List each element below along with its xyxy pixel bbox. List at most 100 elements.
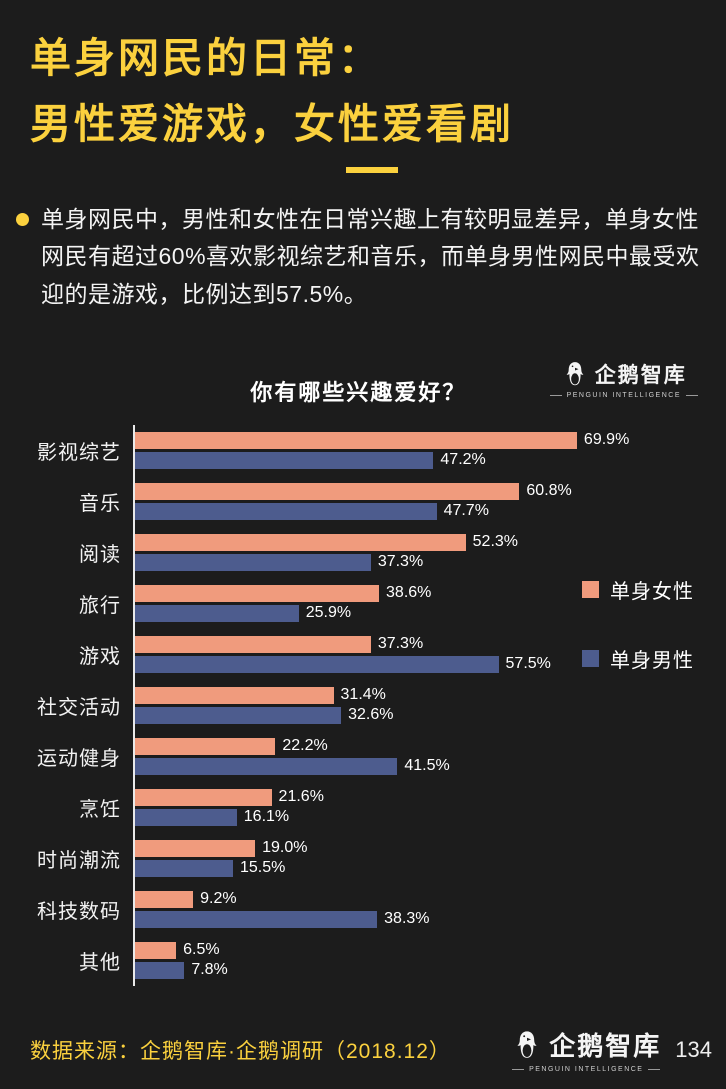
chart-row: 时尚潮流 19.0% 15.5% <box>30 832 704 884</box>
bar-female <box>135 890 194 908</box>
category-label: 社交活动 <box>37 696 121 719</box>
bar-group: 22.2% 41.5% <box>133 730 704 782</box>
bar-group: 6.5% 7.8% <box>133 934 704 986</box>
bar-male <box>135 910 378 928</box>
source-text: 数据来源：企鹅智库·企鹅调研（2018.12） <box>30 1039 451 1063</box>
bar-male <box>135 706 342 724</box>
bar-value-label: 31.4% <box>340 686 386 704</box>
bullet-icon <box>16 213 29 227</box>
bar-value-label: 60.8% <box>526 482 572 500</box>
bar-line: 38.6% <box>135 584 704 602</box>
bar-value-label: 38.3% <box>384 910 430 928</box>
bar-group: 52.3% 37.3% <box>133 526 704 578</box>
category-label: 旅行 <box>79 594 121 617</box>
bar-line: 57.5% <box>135 655 704 673</box>
category-label: 音乐 <box>79 492 121 515</box>
legend-label: 单身女性 <box>610 580 694 603</box>
category-label: 时尚潮流 <box>37 849 121 872</box>
chart-row: 音乐 60.8% 47.7% <box>30 475 704 527</box>
bar-value-label: 47.7% <box>443 502 489 520</box>
bar-value-label: 52.3% <box>472 533 519 551</box>
chart-legend: 单身女性 单身男性 <box>582 575 694 673</box>
bar-male <box>135 961 185 979</box>
bar-value-label: 25.9% <box>305 604 352 622</box>
chart-row: 游戏 37.3% 57.5% <box>30 628 704 680</box>
category-label: 运动健身 <box>37 747 121 770</box>
footer: 数据来源：企鹅智库·企鹅调研（2018.12） 企鹅智库 PENGUIN INT… <box>30 1026 712 1073</box>
bar-female <box>135 941 177 959</box>
bar-value-label: 38.6% <box>386 584 432 602</box>
legend-label: 单身男性 <box>610 649 694 672</box>
bar-line: 37.3% <box>135 635 704 653</box>
bar-line: 7.8% <box>135 961 704 979</box>
category-label: 影视综艺 <box>37 441 121 464</box>
bar-value-label: 21.6% <box>278 788 324 806</box>
bar-male <box>135 451 434 469</box>
bar-line: 69.9% <box>135 431 704 449</box>
chart-row: 阅读 52.3% 37.3% <box>30 526 704 578</box>
bar-line: 52.3% <box>135 533 704 551</box>
title-line-1: 单身网民的日常： <box>30 35 382 81</box>
bar-value-label: 37.3% <box>377 635 424 653</box>
brand-subtitle: PENGUIN INTELLIGENCE <box>550 392 698 399</box>
legend-swatch <box>582 580 599 598</box>
bar-line: 47.2% <box>135 451 704 469</box>
bar-line: 25.9% <box>135 604 704 622</box>
bar-line: 21.6% <box>135 788 704 806</box>
bar-value-label: 7.8% <box>191 961 228 979</box>
bar-value-label: 37.3% <box>377 553 424 571</box>
category-label: 科技数码 <box>37 900 121 923</box>
chart-header: 你有哪些兴趣爱好？ 企鹅智库 PENGUIN INTELLIGENCE <box>30 359 704 421</box>
chart-row: 科技数码 9.2% 38.3% <box>30 883 704 935</box>
bar-value-label: 19.0% <box>262 839 308 857</box>
bar-female <box>135 431 577 449</box>
bar-group: 37.3% 57.5% <box>133 628 704 680</box>
legend-swatch <box>582 649 599 667</box>
legend-item-female: 单身女性 <box>582 575 694 604</box>
chart-row: 运动健身 22.2% 41.5% <box>30 730 704 782</box>
summary-text: 单身网民中，男性和女性在日常兴趣上有较明显差异，单身女性网民有超过60%喜欢影视… <box>41 206 700 307</box>
chart-row: 其他 6.5% 7.8% <box>30 934 704 986</box>
page-number: 134 <box>675 1036 712 1062</box>
bar-group: 38.6% 25.9% <box>133 577 704 629</box>
bar-line: 47.7% <box>135 502 704 520</box>
bar-line: 22.2% <box>135 737 704 755</box>
bar-value-label: 41.5% <box>404 757 450 775</box>
penguin-icon <box>561 360 589 388</box>
bar-value-label: 57.5% <box>505 655 551 673</box>
bar-male <box>135 808 237 826</box>
legend-item-male: 单身男性 <box>582 644 694 673</box>
chart-plot: 影视综艺 69.9% 47.2% 音乐 60.8% 47.7% 阅读 52.3% 37.3% 旅行… <box>30 424 704 986</box>
bar-line: 9.2% <box>135 890 704 908</box>
category-label: 游戏 <box>79 645 121 668</box>
bar-female <box>135 788 272 806</box>
brand-subtitle: PENGUIN INTELLIGENCE <box>512 1066 660 1073</box>
category-label: 阅读 <box>79 543 121 566</box>
bar-male <box>135 604 299 622</box>
bar-line: 31.4% <box>135 686 704 704</box>
bar-group: 21.6% 16.1% <box>133 781 704 833</box>
bar-female <box>135 533 466 551</box>
bar-male <box>135 859 233 877</box>
bar-value-label: 22.2% <box>282 737 328 755</box>
bar-group: 31.4% 32.6% <box>133 679 704 731</box>
bar-line: 6.5% <box>135 941 704 959</box>
brand-logo-top: 企鹅智库 PENGUIN INTELLIGENCE <box>550 359 698 399</box>
bar-female <box>135 686 334 704</box>
footer-right: 企鹅智库 PENGUIN INTELLIGENCE 134 <box>511 1026 712 1073</box>
bar-male <box>135 553 371 571</box>
bar-group: 69.9% 47.2% <box>133 424 704 476</box>
penguin-icon <box>511 1029 543 1061</box>
bar-value-label: 9.2% <box>200 890 237 908</box>
brand-logo-bottom: 企鹅智库 PENGUIN INTELLIGENCE <box>511 1026 661 1073</box>
bar-female <box>135 482 520 500</box>
brand-name: 企鹅智库 <box>594 363 687 387</box>
bar-value-label: 16.1% <box>243 808 290 826</box>
bar-line: 19.0% <box>135 839 704 857</box>
bar-chart: 影视综艺 69.9% 47.2% 音乐 60.8% 47.7% 阅读 52.3% 37.3% 旅行… <box>30 424 704 986</box>
chart-row: 烹饪 21.6% 16.1% <box>30 781 704 833</box>
bar-male <box>135 757 398 775</box>
bar-line: 41.5% <box>135 757 704 775</box>
bar-female <box>135 635 371 653</box>
